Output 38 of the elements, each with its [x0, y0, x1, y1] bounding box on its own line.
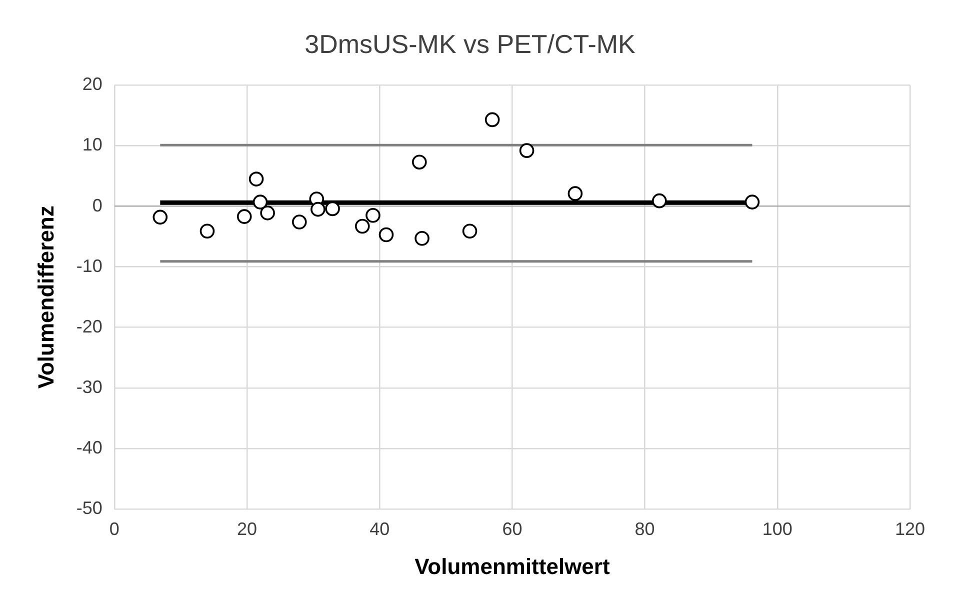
x-tick-label: 120 [894, 518, 926, 539]
x-tick-label: 80 [634, 518, 655, 539]
point [378, 227, 394, 242]
point [744, 194, 760, 210]
point [325, 201, 340, 216]
point [260, 206, 275, 220]
point [412, 154, 427, 170]
y-tick-label: -20 [76, 316, 102, 336]
point [414, 230, 430, 246]
y-tick-label: 10 [82, 134, 102, 155]
point [200, 224, 215, 239]
point [366, 208, 380, 223]
point [252, 194, 268, 210]
chart-title: 3DmsUS-MK vs PET/CT-MK [304, 28, 636, 59]
point [652, 193, 667, 208]
y-tick-label: 0 [92, 195, 102, 216]
point [568, 186, 583, 201]
x-tick-label: 0 [109, 518, 120, 539]
y-axis-title: Volumendifferenz [33, 206, 58, 389]
x-tick-label: 100 [762, 518, 792, 539]
x-tick-label: 40 [370, 518, 390, 539]
y-tick-label: -30 [76, 376, 102, 397]
point [248, 172, 264, 186]
point [462, 224, 478, 239]
point [236, 209, 252, 224]
point [152, 210, 168, 225]
x-axis-title: Volumenmittelwert [414, 554, 610, 579]
point [292, 214, 307, 230]
y-tick-label: -40 [76, 437, 102, 458]
point [484, 112, 500, 128]
y-tick-label: -50 [76, 498, 102, 518]
point [310, 202, 326, 217]
x-tick-label: 20 [236, 518, 258, 539]
point [354, 218, 370, 234]
y-tick-label: 20 [82, 74, 102, 94]
y-tick-label: -10 [76, 256, 102, 276]
point [519, 143, 534, 158]
x-tick-label: 60 [502, 518, 522, 539]
